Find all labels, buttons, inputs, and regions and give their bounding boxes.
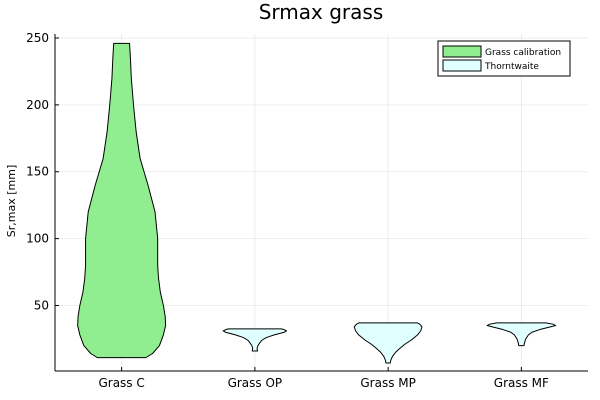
chart-title: Srmax grass (259, 0, 384, 24)
y-axis-label: Sr,max [mm] (5, 165, 18, 237)
violin-grass-c (77, 42, 167, 359)
legend-label-thorntwaite: Thorntwaite (484, 62, 539, 72)
violins (77, 42, 557, 364)
violin-grass-mf (486, 322, 557, 347)
x-ticks: Grass C Grass OP Grass MP Grass MF (98, 367, 549, 390)
violin-grass-op (222, 328, 288, 352)
y-ticks: 50 100 150 200 250 (26, 31, 59, 312)
legend: Grass calibration Thorntwaite (437, 40, 571, 77)
y-tick-label: 250 (26, 31, 49, 45)
axes (54, 34, 588, 372)
y-tick-label: 50 (34, 298, 49, 312)
legend-swatch-grass-calibration (442, 45, 482, 58)
legend-swatch-thorntwaite (442, 59, 482, 72)
x-tick-label: Grass MP (360, 376, 416, 390)
y-tick-label: 100 (26, 232, 49, 246)
legend-label-grass-calibration: Grass calibration (485, 48, 561, 58)
x-tick-label: Grass OP (228, 376, 283, 390)
violin-grass-mp (353, 322, 423, 364)
y-tick-label: 150 (26, 165, 49, 179)
x-tick-label: Grass MF (494, 376, 549, 390)
y-tick-label: 200 (26, 98, 49, 112)
x-tick-label: Grass C (98, 376, 144, 390)
